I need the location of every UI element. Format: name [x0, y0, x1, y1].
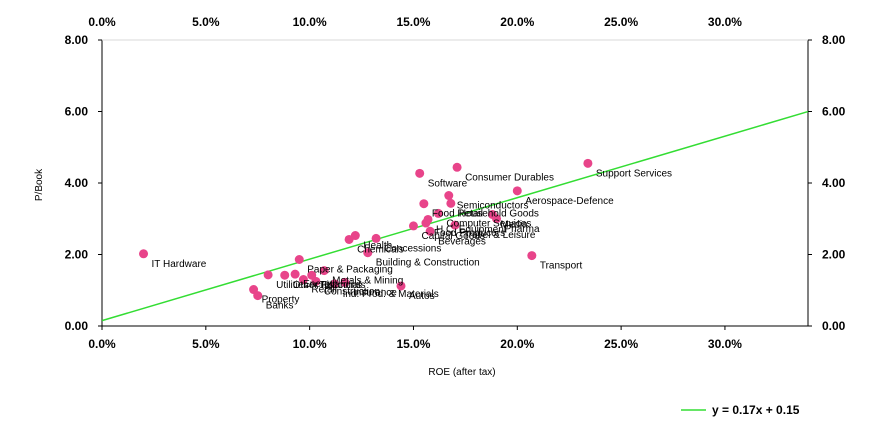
trendline-group: [101, 110, 809, 322]
data-point: [311, 276, 321, 286]
x-tick-label-bottom: 15.0%: [396, 337, 430, 351]
x-tick-label-top: 25.0%: [604, 15, 638, 29]
data-point: [344, 234, 354, 244]
data-point-label: Pharma: [505, 224, 540, 235]
data-point: [340, 277, 350, 287]
data-point-label: Semiconductors: [457, 201, 529, 212]
data-point: [492, 214, 502, 224]
data-point-label: Ind. Prod. & Materials: [343, 289, 439, 300]
data-point-label: Paper & Packaging: [307, 265, 393, 276]
data-point: [444, 191, 454, 201]
data-point-label: Chemicals: [357, 244, 404, 255]
y-tick-label-left: 0.00: [65, 319, 89, 333]
data-point: [253, 291, 263, 301]
point-labels-group: IT Hardware Support Services Consumer Dura…: [152, 168, 673, 311]
data-points-group: [139, 158, 593, 301]
data-point: [263, 270, 273, 280]
data-point-label: Food Retail: [432, 209, 483, 220]
y-tick-label-left: 8.00: [65, 33, 89, 47]
data-point-label: Building & Construction: [376, 258, 480, 269]
data-point: [319, 266, 329, 276]
data-point-label: Food Producers: [434, 228, 505, 239]
y-tick-label-right: 0.00: [822, 319, 846, 333]
x-tick-label-bottom: 5.0%: [192, 337, 220, 351]
trendline: [101, 110, 809, 322]
x-tick-label-bottom: 30.0%: [708, 337, 742, 351]
data-point-label: Health: [363, 241, 392, 252]
data-point: [396, 281, 406, 291]
data-point-label: Software: [428, 178, 468, 189]
data-point-label: Insurance: [353, 287, 397, 298]
data-point-label: H.C. Equipment: [436, 224, 507, 235]
y-tick-label-right: 4.00: [822, 176, 846, 190]
data-point-label: Household Goods: [459, 208, 539, 219]
legend-label: y = 0.17x + 0.15: [712, 403, 800, 417]
x-tick-label-top: 30.0%: [708, 15, 742, 29]
legend: y = 0.17x + 0.15: [681, 403, 800, 417]
data-point-label: Support Services: [596, 168, 672, 179]
data-point-label: Aerospace-Defence: [525, 196, 614, 207]
data-point: [419, 199, 429, 209]
data-point-label: Property: [262, 295, 300, 306]
data-point: [330, 279, 340, 289]
data-point: [527, 251, 537, 261]
y-tick-label-right: 8.00: [822, 33, 846, 47]
data-point: [363, 248, 373, 258]
data-point: [371, 233, 381, 243]
data-point: [298, 275, 308, 285]
data-point: [139, 249, 149, 259]
data-point-label: Energy: [303, 279, 335, 290]
data-point: [512, 186, 522, 196]
data-point: [421, 218, 431, 228]
x-tick-label-bottom: 0.0%: [88, 337, 116, 351]
y-tick-label-left: 6.00: [65, 105, 89, 119]
data-point: [290, 269, 300, 279]
x-tick-label-top: 5.0%: [192, 15, 220, 29]
x-axis-title: ROE (after tax): [428, 367, 495, 378]
data-point: [408, 221, 418, 231]
data-point: [433, 208, 443, 218]
data-point-label: Computer Services: [446, 218, 531, 229]
x-tick-label-top: 10.0%: [293, 15, 327, 29]
data-point-label: Transport: [540, 261, 583, 272]
axes-group: 0.0% 0.0% 5.0% 5.0% 10.0% 10.0% 15.0% 15.0% 20.0…: [65, 15, 846, 351]
x-tick-label-top: 15.0%: [396, 15, 430, 29]
data-point-label: Construction: [324, 286, 380, 297]
x-tick-label-bottom: 25.0%: [604, 337, 638, 351]
data-point-label: Autos: [409, 291, 435, 302]
data-point-label: IT Hardware: [152, 259, 207, 270]
data-point-label: Consumer Durables: [465, 172, 554, 183]
data-point-label: Concessions: [384, 243, 441, 254]
data-point-label: Media: [500, 219, 528, 230]
data-point: [446, 198, 456, 208]
data-point: [415, 168, 425, 178]
data-point-label: Travel & Leisure: [463, 230, 536, 241]
y-tick-label-right: 6.00: [822, 105, 846, 119]
data-point: [450, 220, 460, 230]
data-point-label: Other Financials: [293, 280, 366, 291]
y-tick-label-left: 2.00: [65, 248, 89, 262]
data-point-label: Utilities: [276, 280, 308, 291]
data-point: [452, 162, 462, 172]
data-point-label: Telecoms: [320, 280, 362, 291]
data-point: [294, 255, 304, 265]
y-tick-label-left: 4.00: [65, 176, 89, 190]
x-tick-label-top: 0.0%: [88, 15, 116, 29]
data-point-label: Retail: [311, 285, 337, 296]
x-tick-label-bottom: 20.0%: [500, 337, 534, 351]
data-point: [280, 270, 290, 280]
data-point-label: Beverages: [438, 236, 486, 247]
x-tick-label-top: 20.0%: [500, 15, 534, 29]
x-tick-label-bottom: 10.0%: [293, 337, 327, 351]
data-point: [583, 158, 593, 168]
data-point-label: Banks: [266, 301, 294, 312]
y-tick-label-right: 2.00: [822, 248, 846, 262]
data-point-label: Capital Goods: [421, 231, 484, 242]
data-point: [425, 226, 435, 236]
y-axis-title: P/Book: [34, 168, 45, 201]
data-point-label: Metals & Mining: [332, 276, 403, 287]
